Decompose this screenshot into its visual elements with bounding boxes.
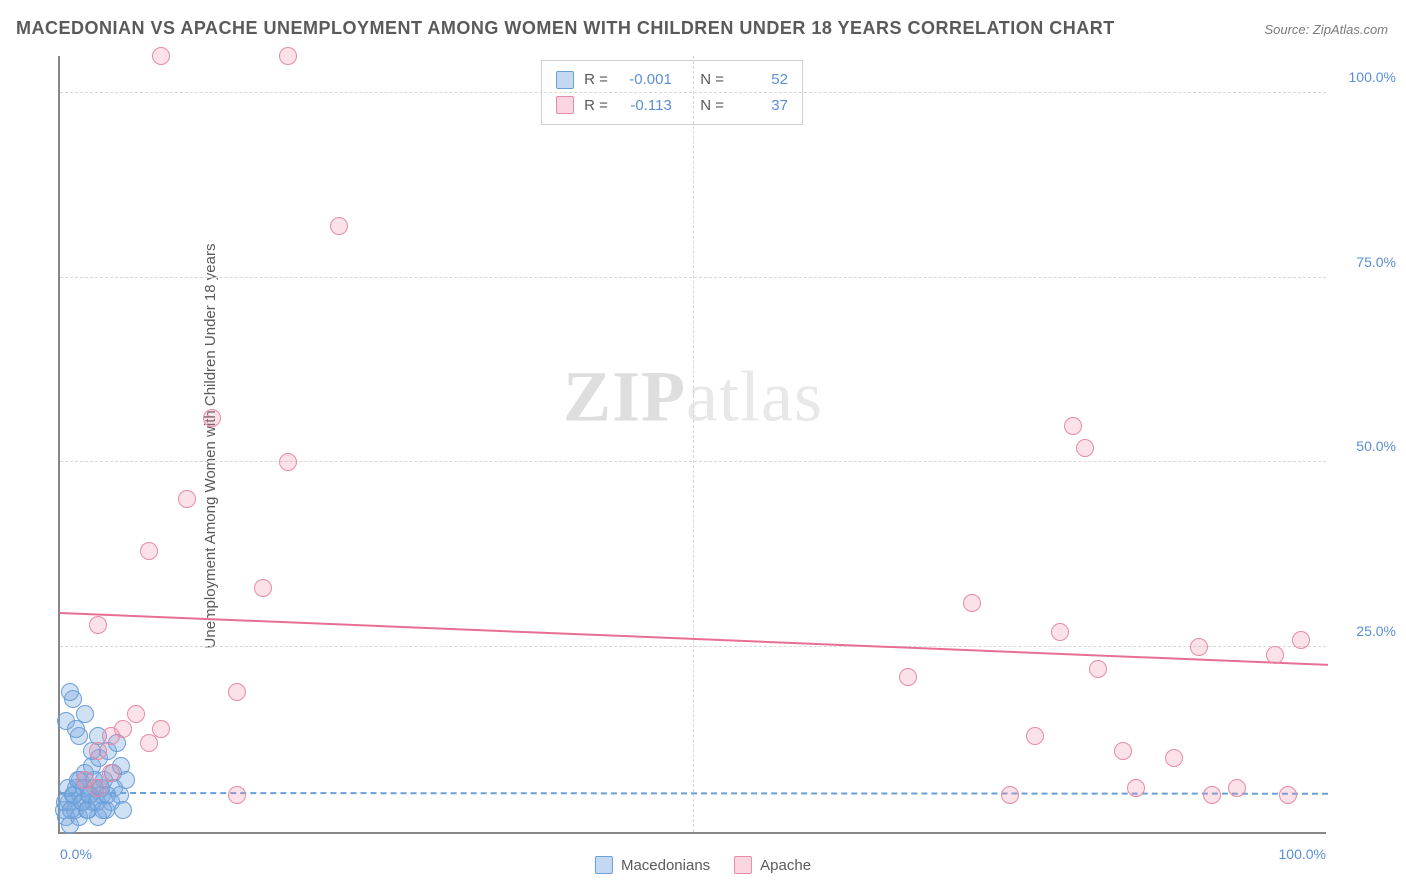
legend-label: Macedonians bbox=[621, 857, 710, 874]
data-point-apa bbox=[1292, 631, 1310, 649]
data-point-apa bbox=[279, 453, 297, 471]
data-point-apa bbox=[1076, 439, 1094, 457]
stat-n-label: N = bbox=[700, 67, 724, 93]
gridline-vertical bbox=[693, 56, 694, 832]
data-point-apa bbox=[1026, 727, 1044, 745]
chart-title: MACEDONIAN VS APACHE UNEMPLOYMENT AMONG … bbox=[16, 18, 1115, 39]
data-point-apa bbox=[1114, 742, 1132, 760]
stats-row-mac: R = -0.001 N = 52 bbox=[556, 67, 788, 93]
bottom-legend: Macedonians Apache bbox=[595, 856, 811, 874]
data-point-apa bbox=[1165, 749, 1183, 767]
data-point-apa bbox=[140, 542, 158, 560]
data-point-apa bbox=[899, 668, 917, 686]
data-point-apa bbox=[963, 594, 981, 612]
data-point-apa bbox=[330, 217, 348, 235]
watermark-prefix: ZIP bbox=[563, 357, 686, 437]
data-point-apa bbox=[254, 579, 272, 597]
data-point-apa bbox=[1127, 779, 1145, 797]
watermark-suffix: atlas bbox=[686, 357, 823, 437]
plot-area: ZIPatlas R =-0.001 N =52R =-0.113 N =37 … bbox=[58, 56, 1326, 834]
y-tick-label: 50.0% bbox=[1336, 438, 1396, 454]
data-point-mac bbox=[67, 720, 85, 738]
swatch-mac bbox=[556, 71, 574, 89]
y-tick-label: 25.0% bbox=[1336, 623, 1396, 639]
stat-r-label: R = bbox=[584, 93, 608, 119]
source-attribution: Source: ZipAtlas.com bbox=[1264, 22, 1388, 37]
y-tick-label: 75.0% bbox=[1336, 254, 1396, 270]
swatch-mac bbox=[595, 856, 613, 874]
data-point-apa bbox=[1064, 417, 1082, 435]
data-point-apa bbox=[1203, 786, 1221, 804]
stats-row-apa: R = -0.113 N = 37 bbox=[556, 93, 788, 119]
data-point-apa bbox=[228, 786, 246, 804]
data-point-apa bbox=[127, 705, 145, 723]
data-point-apa bbox=[152, 720, 170, 738]
x-tick-label: 100.0% bbox=[1279, 846, 1326, 862]
stat-r-value: -0.113 bbox=[618, 93, 672, 119]
data-point-apa bbox=[102, 727, 120, 745]
data-point-apa bbox=[152, 47, 170, 65]
data-point-apa bbox=[140, 734, 158, 752]
data-point-apa bbox=[1051, 623, 1069, 641]
data-point-apa bbox=[1190, 638, 1208, 656]
legend-label: Apache bbox=[760, 857, 811, 874]
data-point-apa bbox=[1266, 646, 1284, 664]
data-point-apa bbox=[1001, 786, 1019, 804]
data-point-apa bbox=[89, 779, 107, 797]
data-point-apa bbox=[1228, 779, 1246, 797]
data-point-apa bbox=[203, 409, 221, 427]
legend-item-apa: Apache bbox=[734, 856, 811, 874]
data-point-apa bbox=[178, 490, 196, 508]
stat-r-label: R = bbox=[584, 67, 608, 93]
stat-n-label: N = bbox=[700, 93, 724, 119]
data-point-apa bbox=[279, 47, 297, 65]
x-tick-label: 0.0% bbox=[60, 846, 92, 862]
swatch-apa bbox=[556, 96, 574, 114]
data-point-mac bbox=[61, 683, 79, 701]
y-tick-label: 100.0% bbox=[1336, 69, 1396, 85]
stat-n-value: 52 bbox=[734, 67, 788, 93]
data-point-mac bbox=[114, 801, 132, 819]
stat-r-value: -0.001 bbox=[618, 67, 672, 93]
data-point-apa bbox=[102, 764, 120, 782]
data-point-apa bbox=[89, 616, 107, 634]
data-point-apa bbox=[228, 683, 246, 701]
legend-item-mac: Macedonians bbox=[595, 856, 710, 874]
stat-n-value: 37 bbox=[734, 93, 788, 119]
data-point-apa bbox=[1279, 786, 1297, 804]
data-point-apa bbox=[89, 742, 107, 760]
swatch-apa bbox=[734, 856, 752, 874]
data-point-apa bbox=[1089, 660, 1107, 678]
